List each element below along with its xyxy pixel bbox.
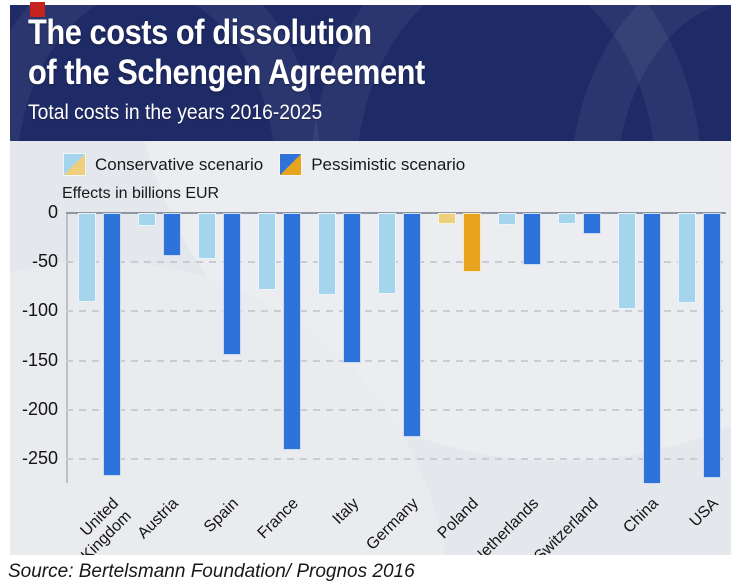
y-axis-line — [66, 212, 68, 483]
legend: Conservative scenario Pessimistic scenari… — [63, 153, 465, 176]
y-tick-label: 0 — [47, 202, 58, 222]
bar-conservative-poland — [438, 213, 456, 224]
x-category-label: Spain — [201, 495, 243, 536]
chart-header: The costs of dissolution of the Schengen … — [10, 5, 731, 141]
bar-pessimistic-switzerland — [583, 213, 601, 234]
bar-conservative-france — [258, 213, 276, 290]
gridline — [66, 408, 726, 411]
bar-pessimistic-usa — [703, 213, 721, 478]
bar-conservative-switzerland — [558, 213, 576, 224]
bar-pessimistic-france — [283, 213, 301, 451]
x-category-label: China — [620, 495, 663, 537]
bar-pessimistic-netherlands — [523, 213, 541, 266]
bar-conservative-netherlands — [498, 213, 516, 225]
plot-area: 0 -50 -100 -150 -200 -250 United Kingdom Austri… — [22, 202, 726, 568]
legend-item: Conservative scenario — [63, 153, 263, 176]
x-category-label: Poland — [434, 495, 483, 543]
bar-pessimistic-spain — [223, 213, 241, 355]
bar-conservative-austria — [138, 213, 156, 226]
y-tick-label: -50 — [31, 251, 58, 272]
bar-conservative-usa — [678, 213, 696, 303]
bar-conservative-spain — [198, 213, 216, 260]
gridline — [66, 458, 726, 460]
y-tick-label: -150 — [21, 349, 58, 370]
chart-title: The costs of dissolution of the Schengen … — [28, 13, 425, 93]
source-text: Source: Bertelsmann Foundation/ Prognos … — [8, 561, 415, 582]
chart-subtitle: Total costs in the years 2016-2025 — [28, 101, 323, 124]
legend-label: Conservative scenario — [95, 154, 264, 174]
source-line: Source: Bertelsmann Foundation/ Prognos … — [0, 555, 740, 587]
legend-swatch-icon — [279, 153, 303, 176]
chart-title-line2: of the Schengen Agreement — [28, 52, 425, 92]
bar-conservative-germany — [378, 213, 396, 294]
zero-baseline — [66, 212, 726, 214]
bar-pessimistic-austria — [163, 213, 181, 257]
bar-pessimistic-china — [643, 213, 661, 484]
legend-swatch-icon — [63, 153, 86, 176]
y-tick-label: -100 — [21, 300, 58, 321]
bar-pessimistic-italy — [343, 213, 361, 363]
axis-note: Effects in billions EUR — [62, 185, 220, 202]
bar-pessimistic-united-kingdom — [103, 213, 121, 476]
bar-conservative-united-kingdom — [78, 213, 96, 302]
legend-label: Pessimistic scenario — [311, 154, 466, 174]
x-category-label: USA — [686, 495, 723, 531]
chart-panel: Conservative scenario Pessimistic scenari… — [10, 141, 731, 568]
gridline — [66, 359, 726, 362]
chart-title-line1: The costs of dissolution — [28, 13, 372, 52]
y-tick-label: -200 — [21, 398, 58, 419]
bar-conservative-italy — [318, 213, 336, 295]
x-category-label: Germany — [363, 495, 423, 554]
x-category-label: Italy — [329, 495, 363, 528]
x-category-label: Austria — [134, 495, 183, 543]
bar-conservative-china — [618, 213, 636, 310]
gridline — [66, 261, 726, 264]
brand-red-square-icon — [30, 2, 45, 17]
bar-pessimistic-poland — [463, 213, 481, 273]
legend-item: Pessimistic scenario — [279, 153, 465, 176]
x-category-label: France — [254, 495, 303, 543]
y-tick-label: -250 — [21, 448, 58, 468]
bar-pessimistic-germany — [403, 213, 421, 438]
gridline — [66, 310, 726, 313]
